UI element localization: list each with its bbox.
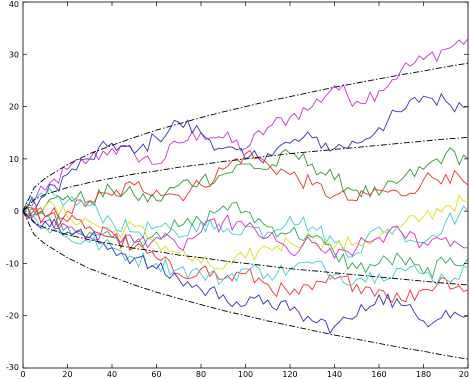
y-tick-label: 0 — [14, 207, 19, 216]
y-tick-label: -20 — [6, 312, 19, 321]
x-tick-label: 40 — [107, 370, 117, 379]
envelope-lower-inner — [22, 210, 469, 286]
walk-line-4 — [22, 149, 469, 219]
y-tick-label: 20 — [9, 103, 19, 112]
y-tick-label: -10 — [6, 259, 19, 268]
x-tick-label: 20 — [62, 370, 72, 379]
y-tick-label: 30 — [9, 50, 19, 59]
x-tick-label: 120 — [282, 370, 297, 379]
x-tick-label: 80 — [196, 370, 206, 379]
walk-line-11 — [22, 205, 469, 335]
walks-layer — [22, 38, 469, 335]
envelope-upper-inner — [22, 136, 469, 212]
y-tick-label: -30 — [6, 363, 19, 372]
x-tick-label: 100 — [238, 370, 253, 379]
x-tick-label: 20 — [459, 370, 469, 379]
walk-line-9 — [22, 206, 469, 304]
x-tick-label: 160 — [371, 370, 386, 379]
plot-area — [22, 1, 469, 369]
x-tick-label: 0 — [20, 370, 25, 379]
envelope-upper-outer — [22, 62, 469, 212]
y-tick-label: 10 — [9, 155, 19, 164]
walk-line-10 — [22, 210, 469, 286]
envelope-lower-outer — [22, 210, 469, 360]
x-tick-label: 60 — [151, 370, 161, 379]
envelope-layer — [22, 62, 469, 360]
walk-line-1 — [22, 38, 469, 212]
y-tick-label: 40 — [9, 0, 19, 9]
x-tick-label: 180 — [416, 370, 431, 379]
walk-line-7 — [22, 201, 469, 280]
x-axis: 0 20 40 60 80 100 120 140 160 180 20 — [20, 2, 469, 379]
x-tick-label: 140 — [327, 370, 342, 379]
y-axis: -30 -20 -10 0 10 20 30 40 — [6, 0, 468, 372]
